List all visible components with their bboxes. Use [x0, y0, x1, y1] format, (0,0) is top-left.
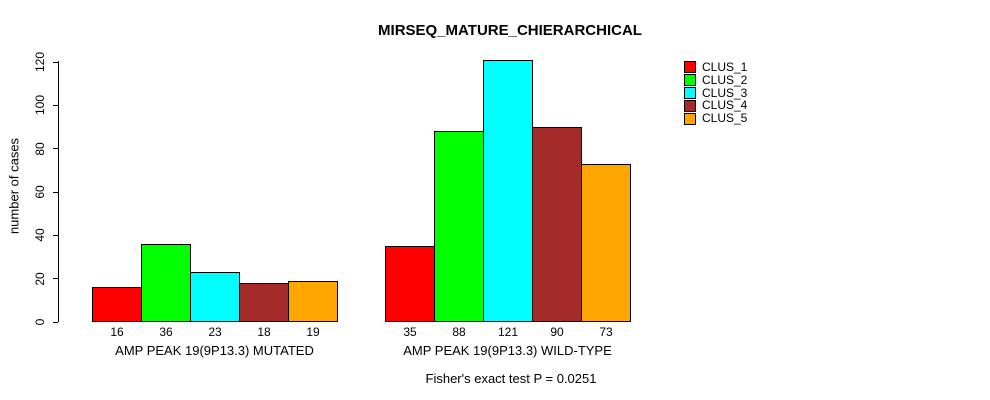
bar-value-label: 23 [208, 325, 222, 339]
y-axis-line [58, 61, 59, 322]
legend-entry-clus_4: CLUS_4 [684, 99, 747, 112]
bar-clus_4-group2 [532, 127, 582, 322]
group-label: AMP PEAK 19(9P13.3) WILD-TYPE [403, 343, 612, 358]
bar-clus_5-group1 [288, 281, 338, 322]
chart-title: MIRSEQ_MATURE_CHIERARCHICAL [378, 22, 642, 39]
y-tick-mark [53, 234, 58, 236]
y-tick-label: 120 [33, 51, 47, 73]
legend-label: CLUS_3 [702, 85, 748, 100]
bar-clus_2-group2 [434, 131, 484, 322]
y-tick-label: 100 [33, 95, 47, 116]
bar-clus_2-group1 [141, 244, 191, 322]
bar-clus_3-group2 [483, 60, 533, 322]
legend: CLUS_1 CLUS_2 CLUS_3 CLUS_4 CLUS_5 [684, 61, 747, 125]
footer-annotation: Fisher's exact test P = 0.0251 [425, 371, 597, 386]
legend-entry-clus_2: CLUS_2 [684, 72, 748, 87]
legend-entry-clus_1: CLUS_1 [684, 61, 747, 74]
bar-value-label: 19 [306, 325, 320, 339]
bar-clus_5-group2 [581, 164, 631, 322]
legend-swatch-icon [684, 74, 696, 87]
legend-swatch-icon [684, 99, 696, 112]
bar-value-label: 73 [599, 325, 613, 339]
bar-value-label: 18 [257, 325, 271, 339]
y-tick-mark [53, 191, 58, 193]
legend-swatch-icon [684, 112, 696, 125]
bar-value-label: 121 [497, 325, 519, 339]
y-tick-label: 60 [33, 185, 47, 199]
bar-value-label: 35 [403, 325, 417, 339]
y-tick-label: 80 [33, 141, 47, 156]
bar-value-label: 16 [110, 325, 124, 339]
legend-entry-clus_3: CLUS_3 [684, 85, 748, 100]
legend-swatch-icon [684, 86, 696, 99]
y-tick-label: 0 [33, 318, 47, 326]
y-axis-label: number of cases [6, 137, 22, 235]
bar-value-label: 36 [159, 325, 173, 339]
legend-entry-clus_5: CLUS_5 [684, 112, 747, 125]
legend-label: CLUS_1 [702, 60, 748, 74]
bar-value-label: 88 [452, 325, 466, 339]
y-tick-mark [53, 321, 58, 323]
bar-clus_3-group1 [190, 272, 240, 322]
y-tick-label: 40 [33, 228, 47, 243]
y-tick-label: 20 [33, 271, 47, 286]
bar-value-label: 90 [550, 325, 564, 339]
bar-clus_1-group2 [385, 246, 435, 322]
legend-swatch-icon [684, 61, 696, 74]
y-tick-mark [53, 148, 58, 150]
group-label: AMP PEAK 19(9P13.3) MUTATED [115, 343, 314, 358]
bar-clus_4-group1 [239, 283, 289, 322]
legend-label: CLUS_5 [702, 111, 748, 126]
legend-label: CLUS_4 [702, 98, 748, 113]
legend-label: CLUS_2 [702, 72, 748, 87]
y-tick-mark [53, 104, 58, 106]
y-tick-mark [53, 278, 58, 280]
y-tick-mark [53, 61, 58, 63]
bar-clus_1-group1 [92, 287, 142, 322]
